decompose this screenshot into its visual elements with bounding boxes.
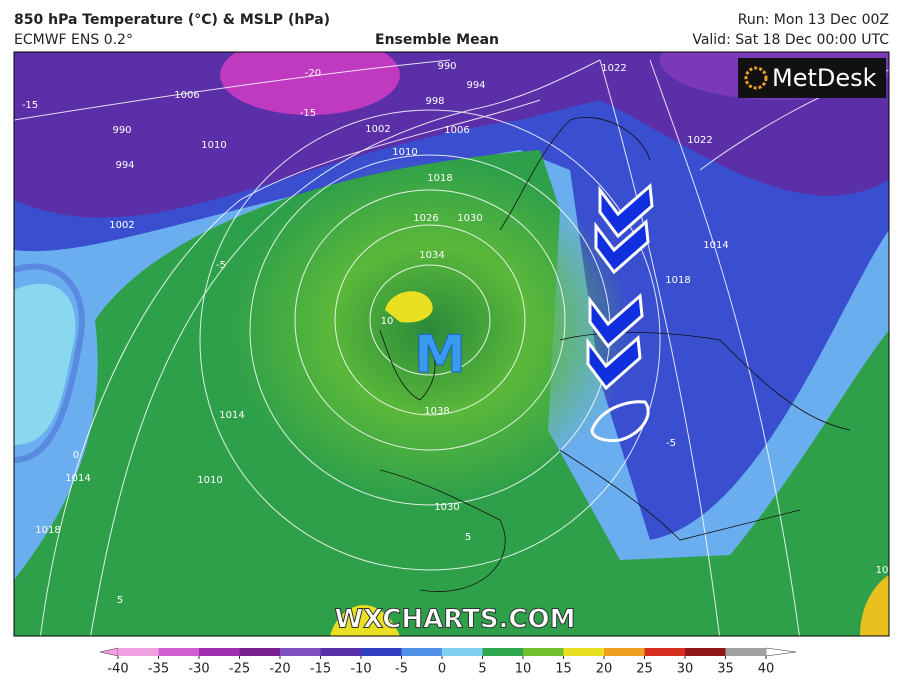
isobar-label: 1018 [427, 173, 452, 184]
temperature-label: -15 [300, 108, 316, 119]
colorbar-tick-label: -10 [350, 662, 371, 677]
logo-icon [744, 66, 768, 90]
isobar-label: 994 [466, 80, 485, 91]
isobar-label: 1014 [703, 240, 728, 251]
colorbar-segment [482, 648, 523, 656]
colorbar-tick-label: -30 [188, 662, 209, 677]
temperature-label: -15 [22, 100, 38, 111]
colorbar-tick-label: 5 [478, 662, 486, 677]
model: ECMWF ENS 0.2° [14, 32, 133, 48]
isobar-label: 998 [425, 96, 444, 107]
isobar-label: 990 [112, 125, 131, 136]
isobar-label: 1022 [687, 135, 712, 146]
logo: MetDesk [772, 64, 877, 92]
colorbar-segment [199, 648, 240, 656]
isobar-label: 1014 [219, 410, 244, 421]
isobar-label: 1014 [65, 473, 90, 484]
region-outline [590, 400, 650, 442]
colorbar-segment [604, 648, 645, 656]
isobar-label: 1034 [419, 250, 444, 261]
colorbar-tick-label: -5 [395, 662, 408, 677]
isobar-label: 1018 [665, 275, 690, 286]
colorbar-tick-label: -15 [310, 662, 331, 677]
isobar-label: 1018 [35, 525, 60, 536]
logo-box [738, 58, 886, 98]
temperature-label: 10 [876, 565, 889, 576]
colorbar-segment [644, 648, 685, 656]
colorbar-tick-label: 25 [636, 662, 653, 677]
isobar-label: 1010 [197, 475, 222, 486]
high-marker: M [414, 325, 466, 385]
colorbar-tick-label: 35 [717, 662, 734, 677]
isobar-label: 994 [115, 160, 134, 171]
warm-patch [860, 575, 889, 636]
colorbar-segment [239, 648, 280, 656]
colorbar-end [765, 647, 797, 657]
colorbar-tick-label: 15 [555, 662, 572, 677]
isobar-label: 1026 [413, 213, 438, 224]
temperature-label: 0 [73, 450, 79, 461]
warm-patch [385, 291, 433, 323]
colorbar-segment [118, 648, 159, 656]
isobar-label: 1030 [434, 502, 459, 513]
map-frame [13, 51, 890, 637]
isobar-label: 1006 [444, 125, 469, 136]
temperature-label: 5 [117, 595, 123, 606]
temperature-label: 5 [465, 532, 471, 543]
colorbar-tick-label: 10 [515, 662, 532, 677]
colorbar-tick-label: 20 [596, 662, 613, 677]
colorbar-tick-label: 40 [758, 662, 775, 677]
colorbar-segment [361, 648, 402, 656]
colorbar-segment [401, 648, 442, 656]
cool-tongue [14, 283, 76, 445]
colorbar-segment [158, 648, 199, 656]
colorbar-tick-label: -20 [269, 662, 290, 677]
cold-core [220, 52, 400, 115]
colorbar-segment [442, 648, 483, 656]
colorbar-tick-label: -40 [107, 662, 128, 677]
cold-arrows [586, 182, 654, 391]
colorbar-segment [280, 648, 321, 656]
temperature-label: -5 [666, 438, 676, 449]
isobar-label: 1038 [424, 406, 449, 417]
colorbar-end [99, 647, 119, 657]
colorbar-segment [563, 648, 604, 656]
title: 850 hPa Temperature (°C) & MSLP (hPa) [14, 12, 330, 28]
product: Ensemble Mean [375, 32, 499, 48]
colorbar-segment [320, 648, 361, 656]
colorbar-segment [685, 648, 726, 656]
isobar-label: 1030 [457, 213, 482, 224]
run: Run: Mon 13 Dec 00Z [738, 12, 889, 28]
temperature-label: -20 [305, 68, 321, 79]
isobar-label: 1002 [365, 124, 390, 135]
isobar-label: 990 [437, 61, 456, 72]
cool-edge [14, 263, 85, 463]
colorbar-tick-label: 0 [438, 662, 446, 677]
valid: Valid: Sat 18 Dec 00:00 UTC [692, 32, 889, 48]
isobar-label: 1006 [174, 90, 199, 101]
isobars [14, 59, 889, 636]
colorbar-segment [523, 648, 564, 656]
isobar-label: 1002 [109, 220, 134, 231]
temperature-label: 10 [381, 316, 394, 327]
colorbar-tick-label: -25 [229, 662, 250, 677]
colorbar: -40 -35 -30 -25 -20 -15 -10 -5 0 5 10 15 20 25 30 35 40 [99, 647, 797, 677]
colorbar-segment [725, 648, 766, 656]
isobar-label: 1022 [601, 63, 626, 74]
warm-patch [330, 605, 400, 636]
temperature-label: -5 [216, 260, 226, 271]
colorbar-tick-label: 30 [677, 662, 694, 677]
isobar-label: 1010 [392, 147, 417, 158]
colorbar-tick-label: -35 [148, 662, 169, 677]
high-core [230, 160, 630, 500]
watermark: WXCHARTS.COM [334, 605, 575, 635]
isobar-label: 1010 [201, 140, 226, 151]
